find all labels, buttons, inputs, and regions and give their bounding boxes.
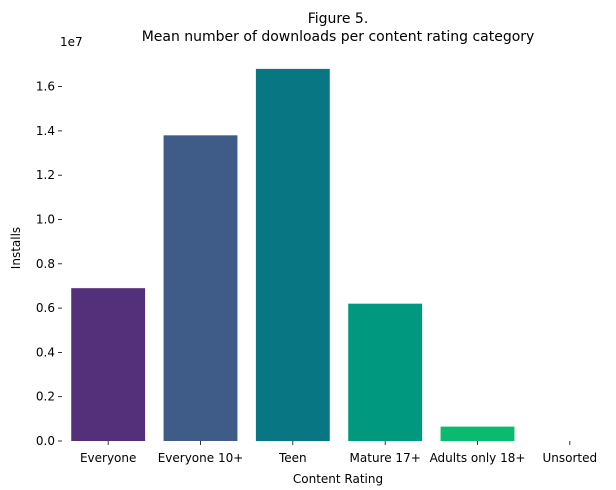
- bar-adults-only-18-: [440, 426, 515, 441]
- x-tick-label: Everyone 10+: [158, 451, 244, 465]
- x-tick-label: Unsorted: [543, 451, 598, 465]
- y-tick-label: 1.0: [36, 213, 55, 227]
- bar-teen: [255, 68, 330, 441]
- y-tick-label: 0.8: [36, 257, 55, 271]
- y-tick-label: 1.2: [36, 168, 55, 182]
- bar-mature-17-: [348, 303, 423, 441]
- y-axis-label: Installs: [9, 227, 23, 269]
- y-tick-label: 0.2: [36, 390, 55, 404]
- x-axis: Everyone Everyone 10+ Teen Mature 17+ Adults…: [80, 441, 597, 465]
- x-tick-label: Teen: [278, 451, 307, 465]
- y-tick-label: 1.4: [36, 124, 55, 138]
- chart-title-line1: Figure 5.: [308, 11, 369, 27]
- y-axis-multiplier: 1e7: [60, 35, 83, 49]
- chart-title-line2: Mean number of downloads per content rat…: [142, 29, 535, 45]
- bars: [71, 68, 515, 441]
- y-tick-label: 0.0: [36, 434, 55, 448]
- y-tick-label: 0.4: [36, 345, 55, 359]
- y-tick-label: 0.6: [36, 301, 55, 315]
- x-tick-label: Mature 17+: [350, 451, 421, 465]
- x-axis-label: Content Rating: [293, 472, 383, 486]
- y-axis: 0.0 0.2 0.4 0.6 0.8 1.0 1.2 1.4 1.6: [36, 80, 62, 448]
- x-tick-label: Everyone: [80, 451, 136, 465]
- x-tick-label: Adults only 18+: [430, 451, 526, 465]
- y-tick-label: 1.6: [36, 80, 55, 94]
- bar-everyone-10-: [163, 135, 238, 441]
- bar-everyone: [71, 288, 146, 441]
